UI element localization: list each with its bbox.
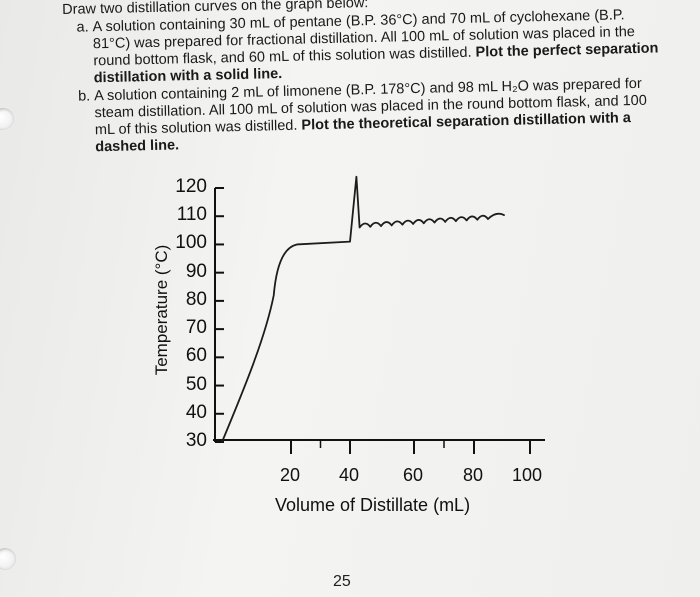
y-tick-label: 70 — [185, 317, 207, 339]
y-tick-label: 120 — [175, 176, 207, 197]
page-number: 25 — [333, 573, 351, 590]
y-tick-label: 80 — [185, 288, 207, 310]
x-axis-label: Volume of Distillate (mL) — [275, 495, 471, 515]
x-tick-label: 40 — [339, 465, 360, 485]
y-tick-label: 40 — [185, 401, 207, 423]
x-tick-label: 60 — [403, 465, 424, 485]
y-tick-label: 30 — [185, 430, 207, 451]
x-tick-label: 100 — [512, 465, 543, 485]
x-tick-label: 80 — [463, 465, 484, 485]
y-axis-label: Temperature (°C) — [152, 244, 171, 376]
y-tick-label: 60 — [185, 345, 207, 367]
binder-hole — [0, 548, 16, 570]
y-tick-label: 110 — [176, 204, 207, 226]
graph-curves — [221, 175, 505, 443]
graph-axes — [213, 187, 545, 454]
binder-hole — [0, 108, 14, 130]
y-tick-label: 90 — [185, 260, 207, 282]
solid-distillation-curve — [221, 175, 505, 443]
y-tick-label: 100 — [175, 232, 207, 254]
x-tick-label: 20 — [280, 465, 301, 485]
y-tick-label: 50 — [185, 373, 207, 395]
